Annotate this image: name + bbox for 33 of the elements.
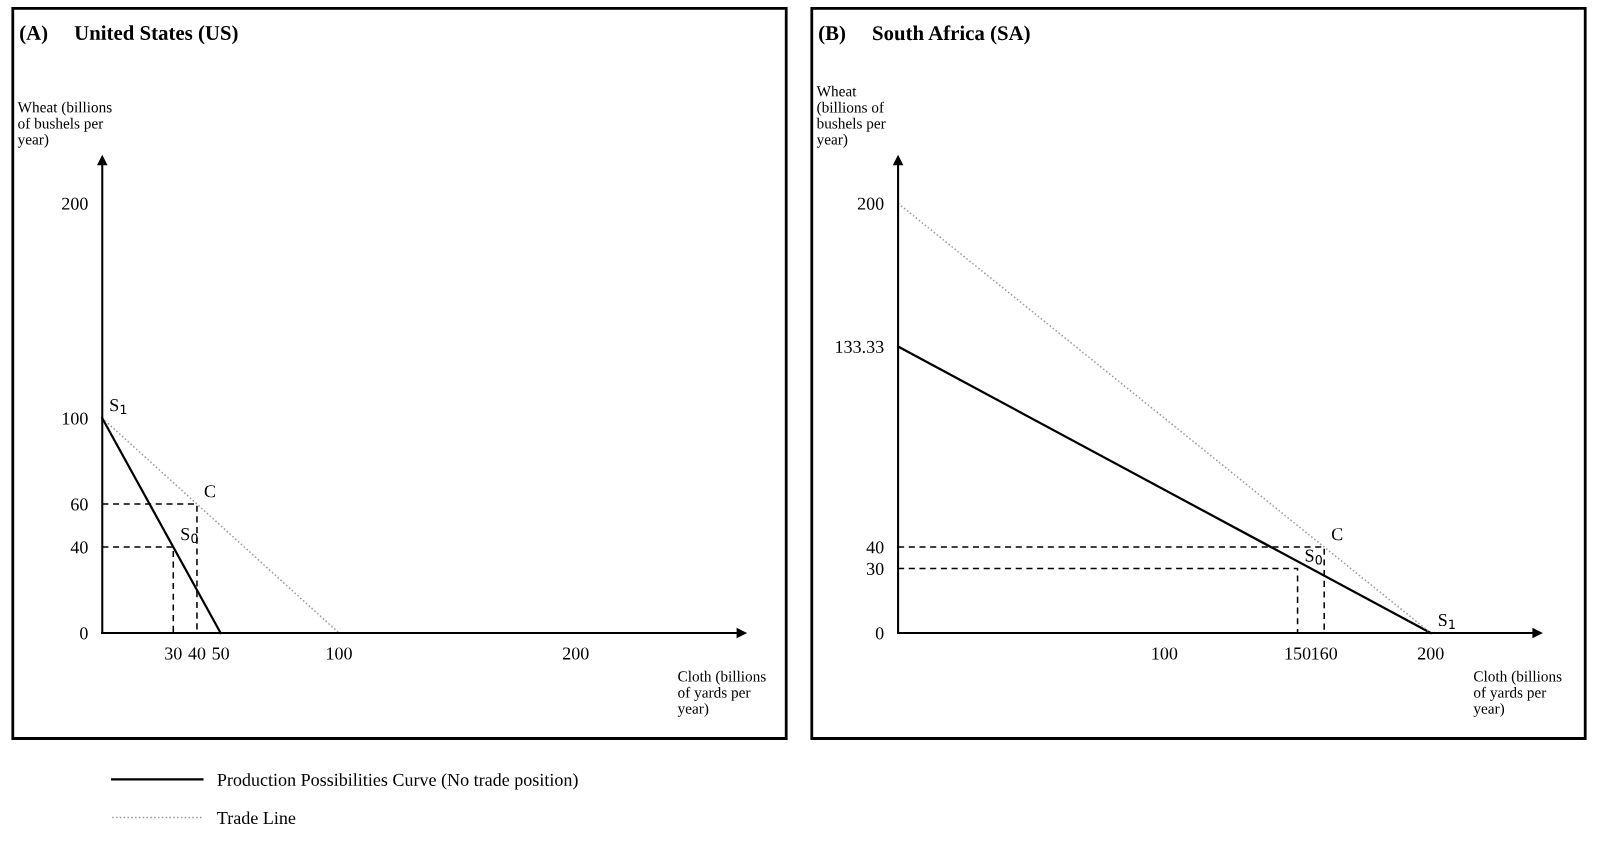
y-tick-label: 200 bbox=[62, 197, 88, 210]
x-tick-label: 150 bbox=[1285, 647, 1311, 660]
x-tick-label: 200 bbox=[563, 647, 589, 660]
y-tick-label: 60 bbox=[71, 498, 88, 511]
x-tick-label: 100 bbox=[327, 647, 352, 660]
chart-title: (A) United States (US) bbox=[20, 25, 238, 45]
x-tick-label: 50 bbox=[212, 647, 229, 660]
chart-title: (B) South Africa (SA) bbox=[819, 25, 1030, 45]
x-tick-label: 30 bbox=[165, 647, 182, 660]
legend-label: Production Possibilities Curve (No trade position) bbox=[217, 773, 578, 790]
annotation: S$_{0}$ bbox=[181, 528, 198, 544]
y-axis-title: Wheat (billions of bushels per year) bbox=[816, 85, 886, 148]
y-tick-label: 0 bbox=[80, 627, 88, 640]
y-tick-label: 40 bbox=[70, 541, 88, 554]
y-tick-label: 0 bbox=[875, 627, 884, 640]
y-tick-label: 133.33 bbox=[836, 340, 884, 354]
x-tick-label: 100 bbox=[1152, 647, 1178, 660]
annotation: S$_{0}$ bbox=[1305, 549, 1322, 565]
y-tick-label: 100 bbox=[62, 412, 88, 425]
annotation: S$_{1}$ bbox=[1438, 613, 1455, 629]
x-tick-label: 40 bbox=[188, 647, 206, 660]
y-axis-title: Wheat (billions of bushels per year) bbox=[17, 101, 112, 148]
annotation: C bbox=[204, 485, 215, 498]
y-tick-label: 200 bbox=[857, 197, 884, 210]
annotation: S$_{1}$ bbox=[110, 399, 127, 415]
y-tick-label: 40 bbox=[866, 541, 884, 554]
annotation: C bbox=[1331, 528, 1343, 541]
legend-label: Trade Line bbox=[217, 811, 296, 825]
x-tick-label: 200 bbox=[1417, 647, 1444, 660]
x-axis-title: Cloth (billions of yards per year) bbox=[677, 670, 766, 717]
y-tick-label: 30 bbox=[866, 562, 884, 575]
x-axis-title: Cloth (billions of yards per year) bbox=[1473, 670, 1562, 717]
x-tick-label: 160 bbox=[1312, 647, 1338, 660]
